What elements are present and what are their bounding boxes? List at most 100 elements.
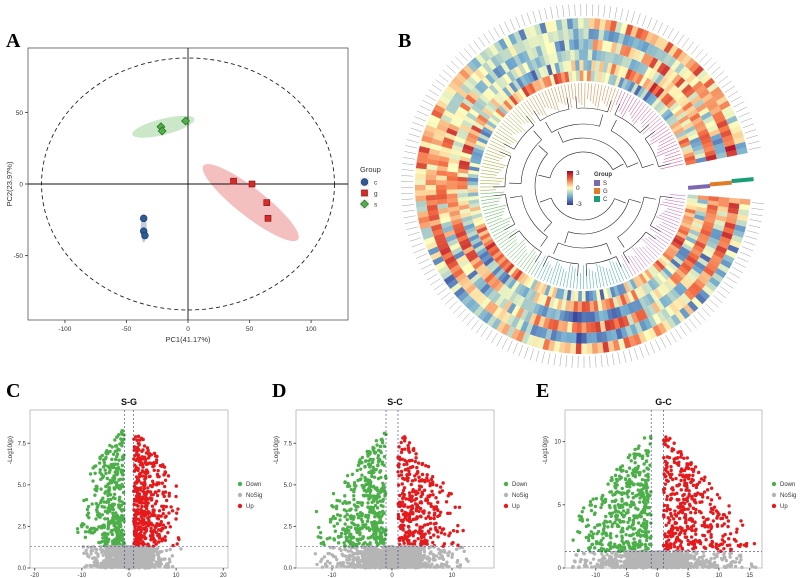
volcano-point-up: [132, 541, 136, 545]
heatmap-cell: [479, 283, 491, 295]
volcano-point-nosig: [466, 559, 470, 563]
heatmap-cell: [435, 237, 448, 247]
heatmap-cell: [495, 91, 507, 103]
volcano-point-down: [100, 532, 105, 537]
heatmap-cell: [670, 313, 682, 326]
heatmap-cell: [645, 292, 656, 305]
heatmap-cell: [719, 235, 732, 245]
heatmap-cell: [526, 334, 535, 346]
heatmap-cell: [662, 53, 673, 66]
volcano-point-nosig: [356, 564, 360, 568]
volcano-point-nosig: [339, 548, 343, 553]
heatmap-cell: [630, 25, 639, 38]
heatmap-cell: [562, 29, 570, 41]
volcano-point-nosig: [325, 559, 330, 564]
heatmap-cell: [713, 249, 726, 260]
heatmap-cell: [416, 205, 428, 213]
heatmap-cell: [551, 286, 558, 299]
dendrogram-leaf: [599, 265, 605, 287]
heatmap-cell: [695, 84, 707, 96]
heatmap-cell: [566, 60, 573, 72]
volcano-point-down: [382, 455, 387, 459]
heatmap-cell: [443, 229, 456, 238]
volcano-point-down: [118, 519, 122, 524]
heatmap-cell: [622, 304, 631, 316]
gene-label-mark: [750, 213, 763, 216]
dendrogram-leaf: [638, 247, 653, 263]
heatmap-cell: [644, 269, 654, 280]
pca-point-g: [264, 215, 272, 222]
volcano-point-down: [120, 457, 125, 462]
volcano-point-down: [352, 489, 356, 494]
heatmap-cell: [685, 204, 697, 211]
volcano-point-down: [374, 438, 379, 443]
heatmap-cell: [617, 65, 625, 78]
gene-label-mark: [422, 99, 434, 106]
heatmap-cell: [634, 310, 644, 323]
heatmap-cell: [474, 117, 487, 127]
heatmap-cell: [472, 120, 485, 130]
heatmap-cell: [465, 283, 477, 295]
heatmap-cell: [723, 110, 736, 121]
heatmap-cell: [519, 309, 529, 321]
volcano-point-up: [176, 507, 180, 511]
volcano-point-down: [343, 480, 347, 484]
gene-label-mark: [655, 339, 661, 351]
heatmap-cell: [543, 284, 551, 296]
dendrogram-leaf: [562, 271, 567, 288]
heatmap-cell: [473, 305, 485, 317]
volcano-point-up: [443, 532, 447, 536]
heatmap-cell: [505, 97, 516, 108]
volcano-point-nosig: [114, 559, 119, 563]
heatmap-cell: [694, 152, 706, 160]
volcano-point-up: [399, 440, 403, 445]
volcano-point-down: [117, 433, 121, 437]
heatmap-cell: [524, 322, 534, 335]
heatmap-cell: [517, 63, 527, 76]
volcano-point-down: [383, 474, 388, 479]
heatmap-cell: [643, 66, 654, 78]
heatmap-cell: [683, 211, 696, 219]
heatmap-cell: [431, 109, 443, 119]
heatmap-cell: [565, 332, 572, 344]
volcano-point-down: [111, 528, 116, 532]
volcano-point-nosig: [427, 558, 432, 562]
heatmap-cell: [448, 205, 460, 213]
heatmap-cell: [561, 18, 569, 30]
volcano-point-down: [356, 505, 360, 509]
heatmap-cell: [423, 236, 436, 246]
heatmap-cell: [683, 304, 695, 316]
heatmap-cell: [433, 232, 446, 242]
dendrogram-leaf: [514, 249, 527, 264]
heatmap-cell: [464, 139, 476, 148]
heatmap-cell: [591, 342, 599, 354]
volcano-point-down: [115, 462, 120, 466]
volcano-point-down: [101, 496, 105, 500]
volcano-point-up: [398, 493, 402, 498]
pca-x-tick-label: 100: [306, 326, 317, 333]
dendrogram-stem: [533, 110, 541, 121]
heatmap-cell: [670, 88, 682, 99]
heatmap-cell: [693, 214, 706, 222]
heatmap-cell: [680, 292, 692, 305]
heatmap-cell: [669, 288, 681, 300]
volcano-point-up: [401, 488, 406, 493]
volcano-point-down: [379, 489, 384, 494]
pca-legend-label: g: [374, 191, 378, 198]
heatmap-cell: [677, 249, 689, 259]
heatmap-cell: [593, 300, 599, 312]
volcano-point-nosig: [331, 554, 336, 559]
heatmap-cell: [552, 298, 559, 310]
heatmap-cell: [463, 222, 475, 231]
volcano-point-up: [132, 531, 137, 535]
volcano-x-tick-label: 20: [220, 573, 227, 578]
volcano-point-up: [133, 467, 138, 472]
dendrogram-leaf: [590, 83, 593, 102]
volcano-point-down: [358, 537, 363, 542]
heatmap-cell: [419, 221, 431, 230]
volcano-point-up: [146, 516, 150, 520]
gene-label-mark: [530, 348, 534, 361]
heatmap-cell: [658, 105, 669, 116]
heatmap-cell: [649, 33, 660, 46]
volcano-point-down: [377, 510, 382, 515]
